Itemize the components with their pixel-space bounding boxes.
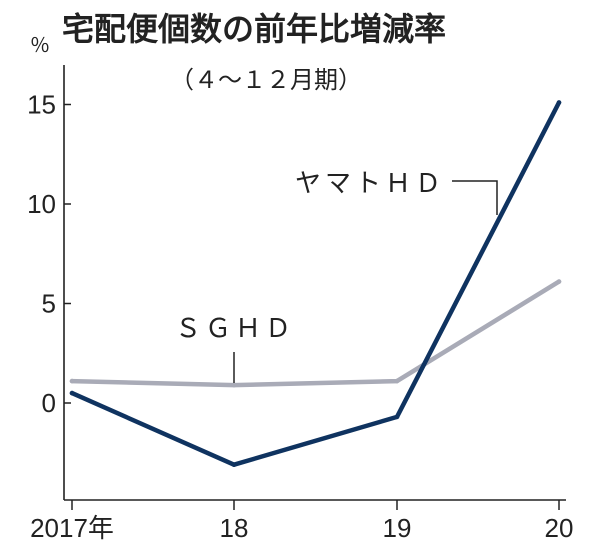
series-lines bbox=[69, 100, 562, 468]
sghd-data-point bbox=[556, 279, 562, 284]
series-label-yamato: ヤマトＨＤ bbox=[295, 169, 445, 199]
x-tick-label: 19 bbox=[383, 513, 412, 543]
y-ticks: 0 5 10 15 bbox=[27, 90, 71, 418]
series-label-yamato-group: ヤマトＨＤ bbox=[295, 169, 498, 215]
y-tick-label: 10 bbox=[27, 189, 56, 219]
yamato-data-point bbox=[556, 100, 562, 105]
yamato-data-point bbox=[231, 462, 237, 468]
y-unit-label: ％ bbox=[30, 35, 50, 57]
yamato-data-point bbox=[394, 414, 400, 420]
y-tick-label: 0 bbox=[42, 388, 56, 418]
x-ticks: 2017年 18 19 20 bbox=[30, 500, 573, 543]
sghd-data-point bbox=[69, 378, 75, 384]
sghd-data-point bbox=[231, 382, 237, 388]
series-line-sghd bbox=[69, 279, 562, 388]
sghd-data-point bbox=[394, 378, 400, 384]
series-label-sghd: ＳＧＨＤ bbox=[175, 314, 295, 344]
y-tick-label: 15 bbox=[27, 90, 56, 120]
y-tick-label: 5 bbox=[42, 289, 56, 319]
series-label-sghd-group: ＳＧＨＤ bbox=[175, 314, 295, 383]
chart-subtitle: （４～１２月期） bbox=[170, 66, 362, 94]
x-tick-label: 2017年 bbox=[30, 513, 114, 543]
x-tick-label: 18 bbox=[220, 513, 249, 543]
leader-line-yamato bbox=[452, 180, 498, 215]
series-line-yamato bbox=[69, 100, 562, 467]
yamato-data-point bbox=[69, 390, 75, 396]
x-tick-label: 20 bbox=[545, 513, 574, 543]
chart-title: 宅配便個数の前年比増減率 bbox=[62, 10, 446, 48]
